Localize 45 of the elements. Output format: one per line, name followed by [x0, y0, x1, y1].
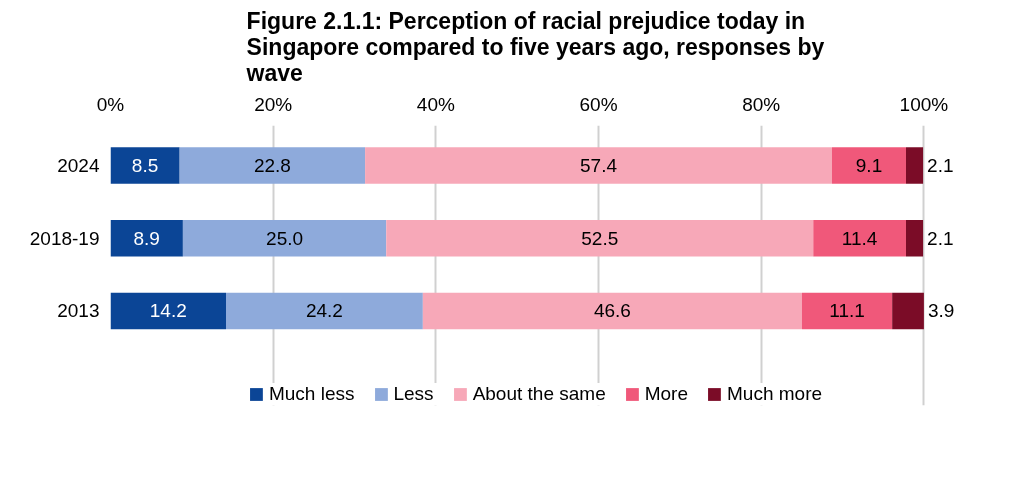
bar	[110, 220, 183, 257]
bar	[226, 292, 423, 330]
y-tick-label: 2018-19	[29, 227, 100, 249]
x-tick-label: 40%	[416, 93, 455, 115]
bar	[179, 147, 366, 184]
legend-label: Much more	[727, 383, 823, 405]
x-tick-label: 60%	[579, 93, 618, 115]
data-label: 3.9	[927, 300, 955, 322]
bar	[801, 292, 893, 330]
data-label: 2.1	[927, 227, 954, 249]
data-label: 25.0	[266, 227, 304, 249]
data-label: 57.4	[580, 155, 618, 176]
y-tick-label: 2013	[57, 300, 100, 322]
bar	[831, 147, 906, 184]
data-label: 8.5	[131, 155, 159, 176]
bar	[813, 220, 906, 257]
data-label: 9.1	[855, 155, 883, 176]
data-label: 24.2	[305, 300, 343, 322]
bar	[365, 147, 832, 184]
bar	[386, 220, 814, 257]
bar	[110, 292, 226, 330]
bar	[422, 292, 802, 330]
data-label: 14.2	[149, 300, 187, 322]
legend-label: More	[644, 383, 689, 405]
data-label: 11.1	[829, 300, 865, 322]
bar	[906, 220, 924, 257]
chart-title: Figure 2.1.1: Perception of racial prejudice today in Singapore compared to five years ago, responses by wave	[245, 7, 825, 86]
bar	[182, 220, 387, 257]
bar	[110, 147, 180, 184]
data-label: 52.5	[581, 227, 619, 249]
x-tick-label: 80%	[742, 93, 781, 115]
data-label: 46.6	[593, 300, 631, 322]
x-tick-label: 0%	[96, 93, 125, 115]
x-tick-label: 100%	[899, 93, 949, 115]
legend-label: About the same	[472, 383, 606, 405]
bar	[892, 292, 924, 330]
y-tick-label: 2024	[57, 155, 100, 176]
data-label: 8.9	[133, 227, 160, 249]
x-tick-label: 20%	[254, 93, 293, 115]
data-label: 11.4	[841, 227, 878, 249]
legend-label: Less	[393, 383, 434, 405]
data-label: 2.1	[927, 155, 954, 176]
bar	[906, 147, 924, 184]
data-label: 22.8	[253, 155, 291, 176]
legend-label: Much less	[268, 383, 355, 405]
